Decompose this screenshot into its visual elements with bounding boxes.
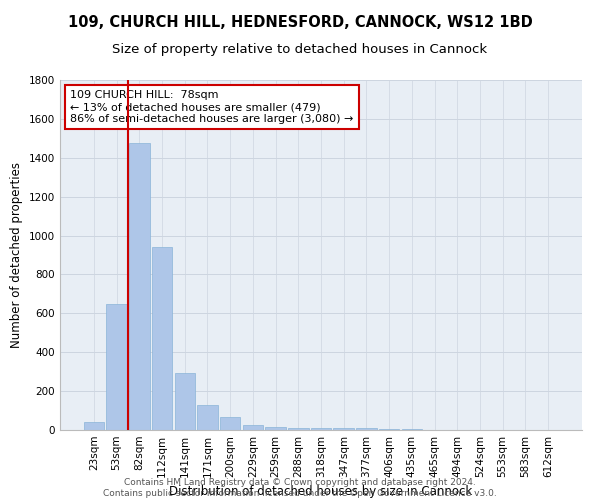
Bar: [129, 143, 149, 430]
Bar: [379, 429, 400, 430]
Text: Contains HM Land Registry data © Crown copyright and database right 2024.
Contai: Contains HM Land Registry data © Crown c…: [103, 478, 497, 498]
Text: 109, CHURCH HILL, HEDNESFORD, CANNOCK, WS12 1BD: 109, CHURCH HILL, HEDNESFORD, CANNOCK, W…: [68, 15, 532, 30]
Bar: [197, 404, 218, 430]
X-axis label: Distribution of detached houses by size in Cannock: Distribution of detached houses by size …: [169, 486, 473, 498]
Bar: [265, 427, 286, 430]
Bar: [242, 425, 263, 430]
Bar: [311, 428, 331, 430]
Bar: [220, 418, 241, 430]
Bar: [84, 422, 104, 430]
Bar: [288, 428, 308, 430]
Text: Size of property relative to detached houses in Cannock: Size of property relative to detached ho…: [112, 42, 488, 56]
Text: 109 CHURCH HILL:  78sqm
← 13% of detached houses are smaller (479)
86% of semi-d: 109 CHURCH HILL: 78sqm ← 13% of detached…: [70, 90, 354, 124]
Bar: [106, 304, 127, 430]
Bar: [152, 247, 172, 430]
Bar: [175, 372, 195, 430]
Y-axis label: Number of detached properties: Number of detached properties: [10, 162, 23, 348]
Bar: [334, 428, 354, 430]
Bar: [356, 428, 377, 430]
